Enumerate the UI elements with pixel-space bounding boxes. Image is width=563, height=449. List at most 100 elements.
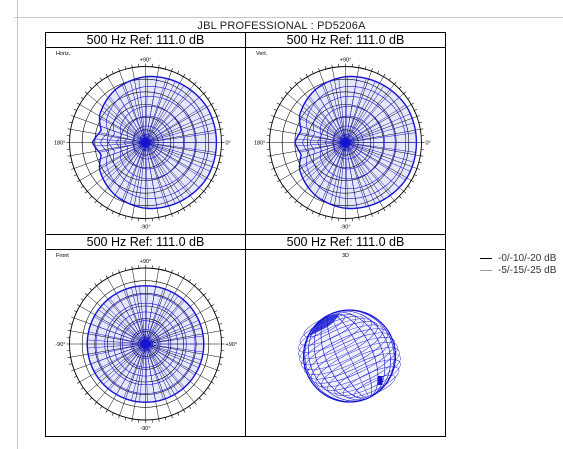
pattern-mesh-line: [296, 138, 346, 143]
pattern-mesh-line: [145, 343, 196, 376]
polar-spoke: [345, 104, 412, 143]
polar-tick: [177, 70, 180, 74]
pattern-mesh-line: [145, 343, 156, 402]
pattern-mesh-line: [99, 132, 146, 143]
polar-tick: [358, 217, 360, 221]
polar-tick: [211, 381, 215, 384]
pattern-mesh-line: [99, 142, 146, 153]
polar-tick: [183, 73, 186, 77]
pattern-mesh-line: [100, 125, 146, 143]
pattern-mesh-line: [145, 343, 204, 353]
legend-item: -5/-15/-25 dB: [480, 264, 556, 276]
polar-tick: [267, 155, 271, 157]
pattern-mesh-line: [345, 142, 414, 163]
pattern-mesh-line: [300, 142, 346, 160]
polar-spoke: [145, 343, 184, 410]
polar-tick: [271, 115, 275, 117]
pattern-mesh-line: [145, 343, 185, 388]
angle-label-left: -90°: [55, 342, 65, 348]
pattern-center: [140, 339, 151, 349]
polar-tick: [284, 91, 288, 94]
polar-spoke: [345, 76, 384, 143]
pattern-mesh-line: [94, 138, 146, 143]
pattern-mesh-line: [345, 81, 376, 143]
pattern-mesh-line: [145, 78, 167, 143]
polar-tick: [305, 208, 308, 212]
legend: -0/-10/-20 dB -5/-15/-25 dB: [480, 252, 556, 276]
pattern-mesh-line: [90, 323, 146, 345]
polar-spoke: [145, 104, 212, 143]
panel-vertical: 500 Hz Ref: 111.0 dB +90° -90° 180° 0° Vert.: [246, 33, 445, 235]
polar-spoke: [145, 142, 221, 156]
pattern-mesh-line: [345, 85, 385, 143]
pattern-mesh-line: [145, 343, 179, 393]
polar-spoke: [70, 142, 146, 156]
polar-tick: [220, 155, 224, 157]
pattern-mesh-line: [314, 142, 346, 196]
polar-tick: [394, 81, 397, 85]
pattern-mesh-ring: [121, 320, 170, 368]
pattern-mesh-line: [145, 291, 172, 345]
polar-tick: [99, 406, 103, 409]
pattern-mesh-line: [145, 300, 185, 345]
polar-tick: [118, 213, 120, 217]
pattern-mesh-ring: [130, 329, 161, 359]
balloon-latitude: [327, 353, 401, 394]
polar-tick: [80, 96, 84, 100]
balloon-longitude: [304, 310, 395, 402]
polar-tick: [84, 292, 88, 296]
polar-spoke: [145, 330, 221, 345]
polar-tick: [203, 392, 207, 396]
polar-tick: [214, 375, 218, 378]
polar-tick: [214, 310, 218, 313]
polar-tick: [188, 77, 192, 81]
polar-spoke: [145, 142, 218, 169]
polar-spoke: [332, 67, 346, 143]
polar-tick: [203, 292, 207, 296]
polar-tick: [207, 387, 211, 390]
polar-spoke: [145, 343, 195, 403]
polar-spoke: [132, 269, 146, 345]
pattern-mesh-ring: [131, 125, 164, 160]
polar-tick: [171, 68, 173, 72]
polar-tick: [171, 213, 173, 217]
pattern-mesh-line: [301, 142, 346, 175]
polar-tick: [194, 402, 197, 405]
pattern-mesh-line: [109, 142, 146, 189]
pattern-mesh-line: [88, 343, 146, 357]
polar-tick: [203, 91, 207, 94]
panel-view-label: 3D: [342, 253, 349, 259]
polar-spoke: [70, 129, 146, 143]
pattern-mesh-line: [129, 80, 146, 143]
pattern-mesh-line: [145, 97, 200, 143]
polar-tick: [311, 70, 314, 74]
polar-tick: [218, 363, 222, 365]
polar-spoke: [145, 343, 212, 383]
polar-spoke: [287, 93, 346, 143]
pattern-mesh-line: [145, 306, 191, 345]
polar-tick: [188, 204, 192, 208]
pattern-mesh-line: [98, 343, 146, 379]
polar-spoke: [87, 294, 146, 345]
pattern-mesh-line: [103, 303, 146, 345]
polar-tick: [158, 266, 160, 270]
polar-spoke: [119, 70, 146, 143]
polar-tick: [118, 269, 120, 273]
pattern-mesh-line: [145, 285, 148, 345]
polar-tick: [131, 64, 133, 68]
polar-spoke: [345, 142, 421, 156]
pattern-mesh-line: [145, 142, 211, 172]
pattern-mesh-line: [321, 84, 346, 143]
pattern-mesh-line: [301, 110, 346, 143]
balloon-latitude: [299, 321, 378, 365]
polar-spoke: [87, 142, 146, 192]
pattern-mesh-line: [101, 110, 146, 143]
polar-spoke: [145, 142, 184, 209]
polar-tick: [214, 174, 218, 177]
polar-tick: [218, 323, 222, 325]
polar-tick: [80, 298, 84, 301]
angle-label-top: +90°: [140, 58, 152, 64]
pattern-mesh-line: [145, 295, 179, 345]
angle-label-bottom: -90°: [140, 426, 150, 432]
angle-label-top: +90°: [140, 259, 152, 265]
